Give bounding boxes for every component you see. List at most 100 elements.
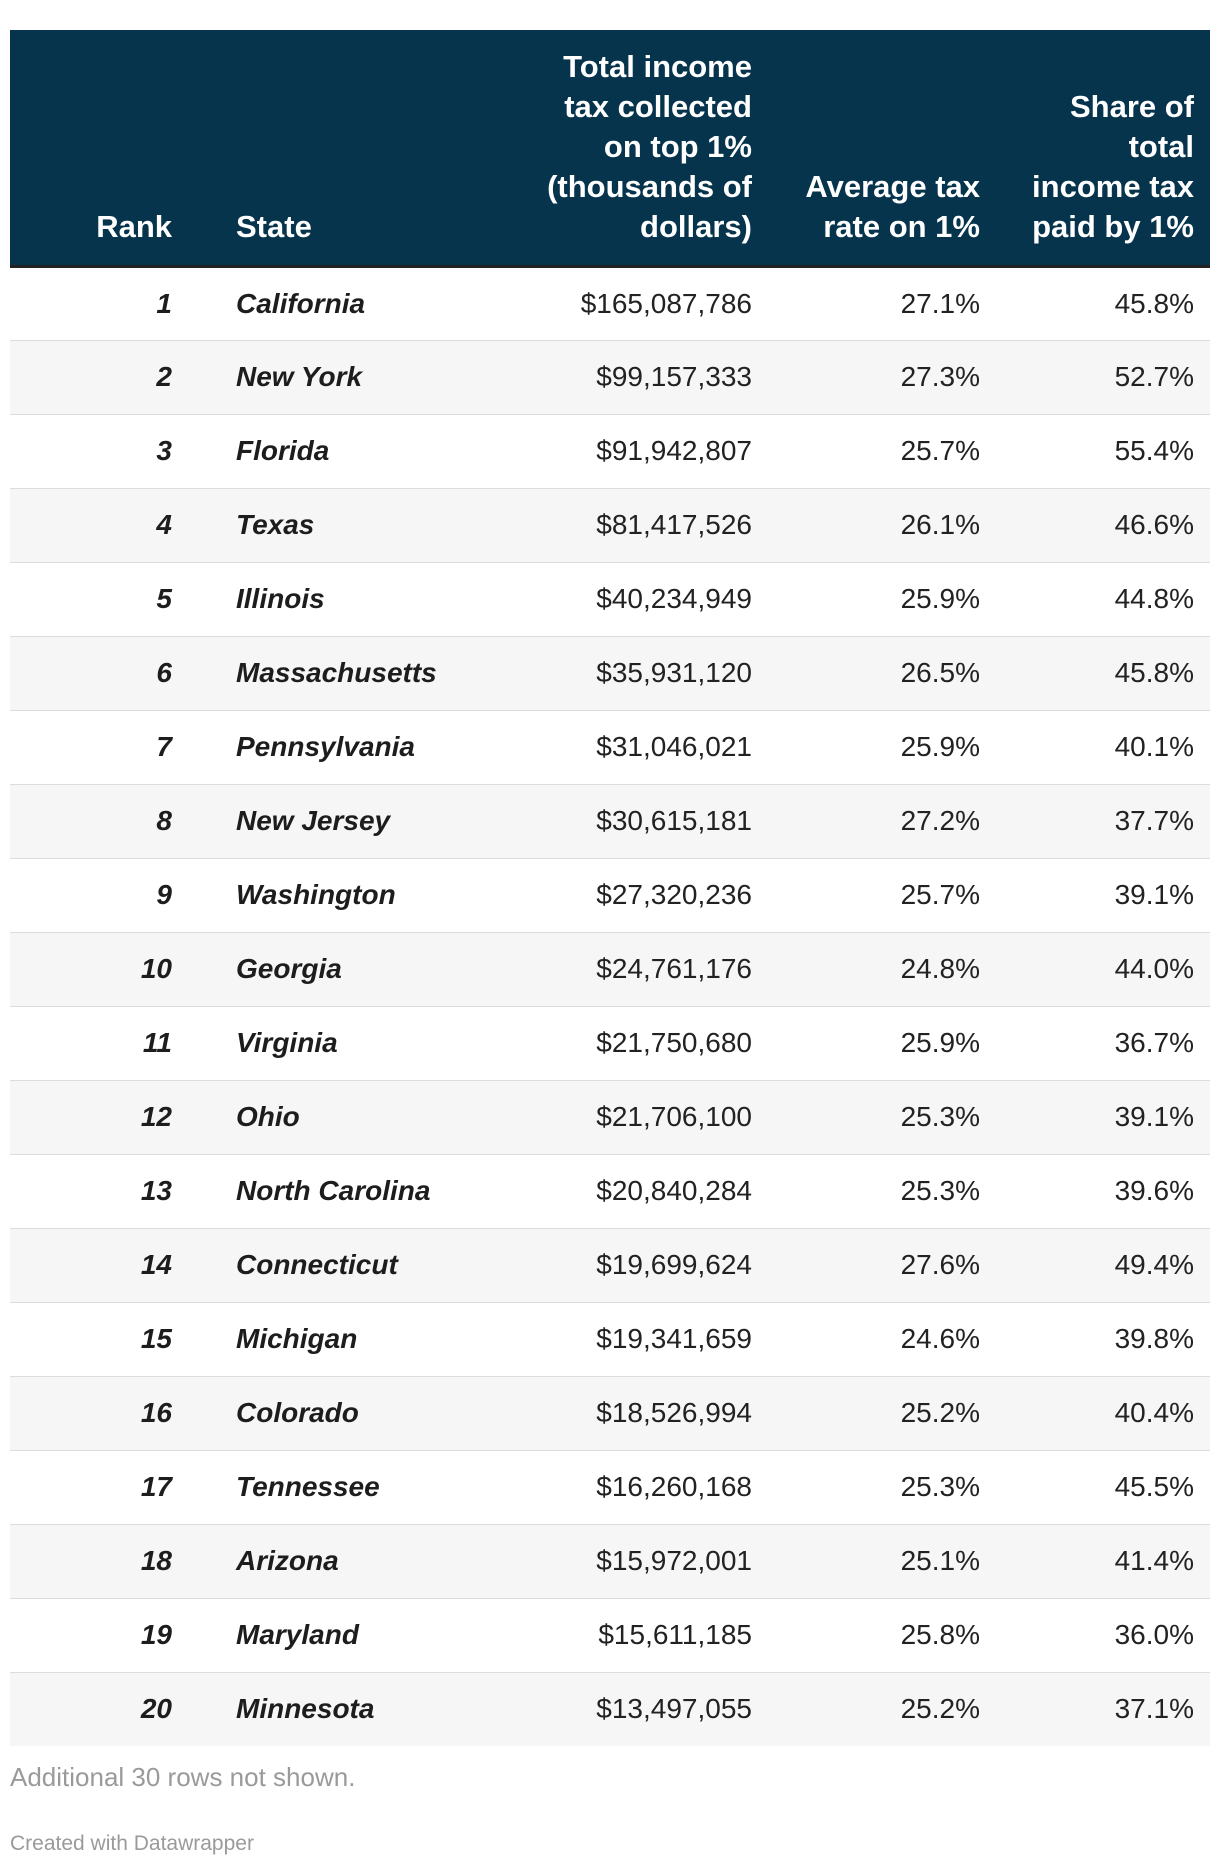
cell-share-of-tax: 52.7% [996, 339, 1210, 414]
table-row: 19 Maryland $15,611,185 25.8% 36.0% [10, 1597, 1210, 1672]
column-header-rank[interactable]: Rank [10, 30, 178, 268]
cell-rank: 5 [10, 561, 178, 636]
table-row: 14 Connecticut $19,699,624 27.6% 49.4% [10, 1227, 1210, 1302]
cell-rank: 6 [10, 635, 178, 710]
cell-state: Virginia [178, 1005, 518, 1080]
cell-rank: 13 [10, 1153, 178, 1228]
cell-share-of-tax: 45.5% [996, 1449, 1210, 1524]
cell-state: Connecticut [178, 1227, 518, 1302]
cell-rank: 15 [10, 1301, 178, 1376]
table-row: 9 Washington $27,320,236 25.7% 39.1% [10, 857, 1210, 932]
cell-rank: 4 [10, 487, 178, 562]
cell-total-income-tax: $165,087,786 [580, 287, 752, 319]
table-header: Rank State Total income tax collected on… [10, 30, 1210, 268]
cell-state: Illinois [178, 561, 518, 636]
cell-total-income-tax: $30,615,181 [518, 783, 768, 858]
cell-state: Michigan [178, 1301, 518, 1376]
cell-state: Tennessee [178, 1449, 518, 1524]
cell-total-income-tax: $19,341,659 [518, 1301, 768, 1376]
cell-state: New York [178, 339, 518, 414]
cell-average-tax-rate: 26.5% [768, 635, 996, 710]
cell-rank: 14 [10, 1227, 178, 1302]
cell-share-of-tax: 49.4% [996, 1227, 1210, 1302]
cell-share-of-tax: 39.1% [996, 857, 1210, 932]
table-row: 15 Michigan $19,341,659 24.6% 39.8% [10, 1301, 1210, 1376]
table-row: 1 California $165,087,786 27.1% 45.8% [10, 266, 1210, 340]
cell-rank: 18 [10, 1523, 178, 1598]
cell-total-income-tax: $19,699,624 [518, 1227, 768, 1302]
cell-average-tax-rate: 27.1% [900, 287, 980, 319]
cell-share-of-tax: 55.4% [996, 413, 1210, 488]
column-header-total-income-tax[interactable]: Total income tax collected on top 1% (th… [518, 30, 768, 268]
cell-state: Arizona [178, 1523, 518, 1598]
cell-share-of-tax: 36.7% [996, 1005, 1210, 1080]
cell-total-income-tax: $13,497,055 [518, 1671, 768, 1746]
cell-state: Minnesota [178, 1671, 518, 1746]
cell-share-of-tax: 46.6% [996, 487, 1210, 562]
header-row: Rank State Total income tax collected on… [10, 30, 1210, 268]
cell-rank: 20 [10, 1671, 178, 1746]
table-row: 12 Ohio $21,706,100 25.3% 39.1% [10, 1079, 1210, 1154]
cell-total-income-tax: $16,260,168 [518, 1449, 768, 1524]
cell-rank: 1 [156, 287, 172, 319]
cell-state: New Jersey [178, 783, 518, 858]
cell-total-income-tax: $24,761,176 [518, 931, 768, 1006]
cell-total-income-tax: $81,417,526 [518, 487, 768, 562]
table-row: 4 Texas $81,417,526 26.1% 46.6% [10, 487, 1210, 562]
cell-total-income-tax: $20,840,284 [518, 1153, 768, 1228]
cell-total-income-tax: $99,157,333 [518, 339, 768, 414]
cell-average-tax-rate: 25.3% [768, 1153, 996, 1228]
cell-share-of-tax: 40.1% [996, 709, 1210, 784]
cell-total-income-tax: $40,234,949 [518, 561, 768, 636]
tax-table: Rank State Total income tax collected on… [10, 30, 1210, 1746]
column-header-state[interactable]: State [178, 30, 518, 268]
table-row: 11 Virginia $21,750,680 25.9% 36.7% [10, 1005, 1210, 1080]
cell-state: North Carolina [178, 1153, 518, 1228]
cell-total-income-tax: $31,046,021 [518, 709, 768, 784]
cell-rank: 16 [10, 1375, 178, 1450]
cell-total-income-tax: $21,750,680 [518, 1005, 768, 1080]
column-header-average-tax-rate[interactable]: Average tax rate on 1% [768, 30, 996, 268]
cell-rank: 7 [10, 709, 178, 784]
table-row: 16 Colorado $18,526,994 25.2% 40.4% [10, 1375, 1210, 1450]
table-row: 8 New Jersey $30,615,181 27.2% 37.7% [10, 783, 1210, 858]
cell-state: Florida [178, 413, 518, 488]
table-row: 18 Arizona $15,972,001 25.1% 41.4% [10, 1523, 1210, 1598]
cell-share-of-tax: 41.4% [996, 1523, 1210, 1598]
cell-share-of-tax: 45.8% [996, 635, 1210, 710]
column-header-share-of-tax[interactable]: Share of total income tax paid by 1% [996, 30, 1210, 268]
table-row: 6 Massachusetts $35,931,120 26.5% 45.8% [10, 635, 1210, 710]
cell-average-tax-rate: 26.1% [768, 487, 996, 562]
cell-share-of-tax: 39.6% [996, 1153, 1210, 1228]
cell-rank: 10 [10, 931, 178, 1006]
cell-share-of-tax: 37.1% [996, 1671, 1210, 1746]
cell-share-of-tax: 39.8% [996, 1301, 1210, 1376]
cell-state: Ohio [178, 1079, 518, 1154]
cell-share-of-tax: 40.4% [996, 1375, 1210, 1450]
cell-rank: 2 [10, 339, 178, 414]
cell-share-of-tax: 44.0% [996, 931, 1210, 1006]
cell-share-of-tax: 37.7% [996, 783, 1210, 858]
cell-average-tax-rate: 24.6% [768, 1301, 996, 1376]
cell-rank: 11 [10, 1005, 178, 1080]
table-row: 20 Minnesota $13,497,055 25.2% 37.1% [10, 1671, 1210, 1746]
cell-state: Massachusetts [178, 635, 518, 710]
cell-total-income-tax: $18,526,994 [518, 1375, 768, 1450]
table-row: 17 Tennessee $16,260,168 25.3% 45.5% [10, 1449, 1210, 1524]
cell-average-tax-rate: 27.6% [768, 1227, 996, 1302]
cell-average-tax-rate: 27.3% [768, 339, 996, 414]
table-row: 13 North Carolina $20,840,284 25.3% 39.6% [10, 1153, 1210, 1228]
cell-average-tax-rate: 25.9% [768, 709, 996, 784]
cell-state: Maryland [178, 1597, 518, 1672]
cell-average-tax-rate: 25.3% [768, 1449, 996, 1524]
cell-rank: 3 [10, 413, 178, 488]
cell-state: Washington [178, 857, 518, 932]
table-row: 10 Georgia $24,761,176 24.8% 44.0% [10, 931, 1210, 1006]
cell-state: Colorado [178, 1375, 518, 1450]
cell-rank: 17 [10, 1449, 178, 1524]
cell-share-of-tax: 44.8% [996, 561, 1210, 636]
table-row: 7 Pennsylvania $31,046,021 25.9% 40.1% [10, 709, 1210, 784]
cell-average-tax-rate: 25.2% [768, 1375, 996, 1450]
cell-average-tax-rate: 27.2% [768, 783, 996, 858]
cell-state: Georgia [178, 931, 518, 1006]
